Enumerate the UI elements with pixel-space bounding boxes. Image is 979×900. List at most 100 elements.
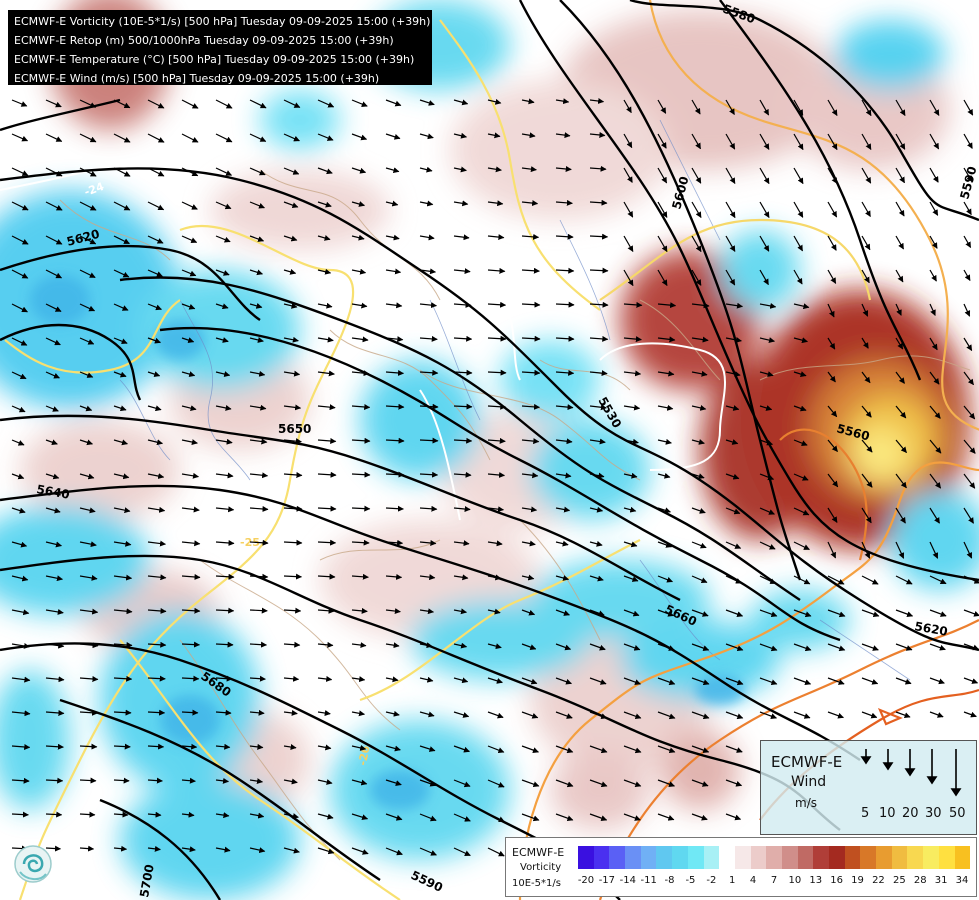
wind-arrow	[725, 439, 739, 445]
wind-arrow	[181, 405, 197, 412]
wind-arrow	[351, 437, 371, 444]
colorbar-tick-label: -8	[664, 875, 675, 886]
wind-arrow	[861, 337, 869, 349]
wind-arrow	[725, 201, 736, 219]
colorbar-swatch	[672, 846, 688, 869]
wind-arrow	[317, 607, 335, 614]
wind-arrow	[453, 608, 467, 615]
wind-arrow	[521, 335, 541, 342]
wind-arrow	[283, 847, 300, 854]
wind-arrow	[487, 132, 501, 139]
wind-arrow	[215, 506, 235, 513]
wind-arrow	[249, 675, 266, 682]
wind-arrow	[895, 99, 906, 117]
wind-arrow	[759, 99, 770, 116]
wind-arrow	[283, 99, 301, 108]
wind-arrow	[249, 778, 263, 785]
wind-arrow	[147, 574, 167, 581]
wind-arrow	[181, 303, 196, 310]
wind-arrow	[657, 370, 675, 377]
wind-arrow	[725, 167, 736, 185]
wind-arrow	[691, 167, 702, 184]
wind-arrow	[215, 641, 234, 648]
wind-arrow	[215, 404, 232, 411]
colorbar-tick-label: 1	[729, 875, 736, 886]
wind-arrow	[249, 269, 263, 276]
wind-arrow	[521, 506, 538, 513]
wind-arrow	[385, 200, 399, 207]
vorticity-legend-title: ECMWF-E	[512, 846, 565, 859]
wind-arrow	[725, 133, 736, 150]
wind-arrow	[113, 743, 131, 750]
wind-arrow	[453, 813, 471, 822]
wind-arrow	[793, 677, 812, 685]
wind-arrow	[351, 403, 371, 410]
wind-arrow	[793, 371, 807, 377]
wind-arrow	[963, 201, 972, 216]
wind-arrow	[317, 779, 333, 785]
wind-arrow	[249, 370, 266, 377]
wind-arrow	[385, 813, 403, 821]
wind-arrow	[385, 642, 400, 649]
wind-arrow	[453, 506, 471, 512]
wind-arrow	[827, 371, 836, 383]
wind-arrow	[215, 133, 233, 143]
colorbar-swatch	[813, 846, 829, 869]
wind-arrow	[555, 165, 572, 172]
wind-arrow	[181, 167, 199, 177]
wind-arrow	[419, 335, 438, 342]
wind-arrow	[113, 269, 130, 278]
wind-arrow	[181, 235, 198, 243]
wind-arrow	[113, 303, 129, 311]
wind-arrow	[487, 643, 502, 650]
wind-arrow	[11, 439, 25, 446]
wind-arrow	[691, 473, 705, 480]
wind-arrow	[453, 335, 473, 342]
wind-arrow	[351, 99, 368, 107]
wind-arrow	[929, 609, 947, 617]
wind-arrow	[351, 847, 369, 855]
wind-arrow	[385, 369, 404, 376]
wind-arrow	[657, 99, 667, 114]
wind-arrow	[623, 745, 642, 754]
wind-arrow	[45, 709, 65, 716]
wind-arrow	[929, 371, 940, 385]
colorbar-swatch	[656, 846, 673, 869]
wind-arrow	[113, 675, 133, 682]
wind-arrow	[827, 677, 845, 685]
wind-arrow	[113, 709, 132, 716]
wind-arrow	[147, 811, 162, 818]
wind-arrow	[895, 609, 914, 617]
colorbar-swatch	[640, 846, 657, 869]
wind-arrow	[657, 677, 676, 686]
wind-arrow	[929, 167, 939, 183]
wind-arrow	[11, 337, 28, 346]
wind-arrow	[759, 133, 770, 150]
wind-arrow	[555, 540, 569, 547]
wind-arrow	[963, 235, 972, 249]
wind-arrow	[895, 269, 904, 283]
wind-arrow	[487, 677, 503, 684]
wind-arrow	[793, 473, 809, 481]
wind-arrow	[113, 439, 128, 446]
wind-arrow	[249, 812, 265, 819]
wind-arrow	[283, 641, 301, 648]
wind-arrow	[861, 269, 870, 284]
wind-arrow	[453, 234, 470, 241]
wind-arrow	[793, 439, 808, 446]
colorbar-tick-label: -2	[706, 875, 717, 886]
wind-arrow	[861, 643, 879, 651]
wind-arrow	[487, 711, 504, 719]
wind-arrow	[317, 437, 337, 444]
wind-arrow	[453, 132, 467, 139]
wind-arrow	[861, 201, 871, 218]
wind-arrow	[453, 471, 472, 478]
colorbar-tick-label: -14	[619, 875, 636, 886]
wind-arrow	[555, 233, 574, 240]
wind-arrow	[419, 711, 435, 718]
wind-arrow	[45, 405, 59, 412]
colorbar-swatch	[734, 846, 751, 869]
wind-arrow	[623, 99, 632, 114]
wind-arrow	[929, 575, 947, 585]
